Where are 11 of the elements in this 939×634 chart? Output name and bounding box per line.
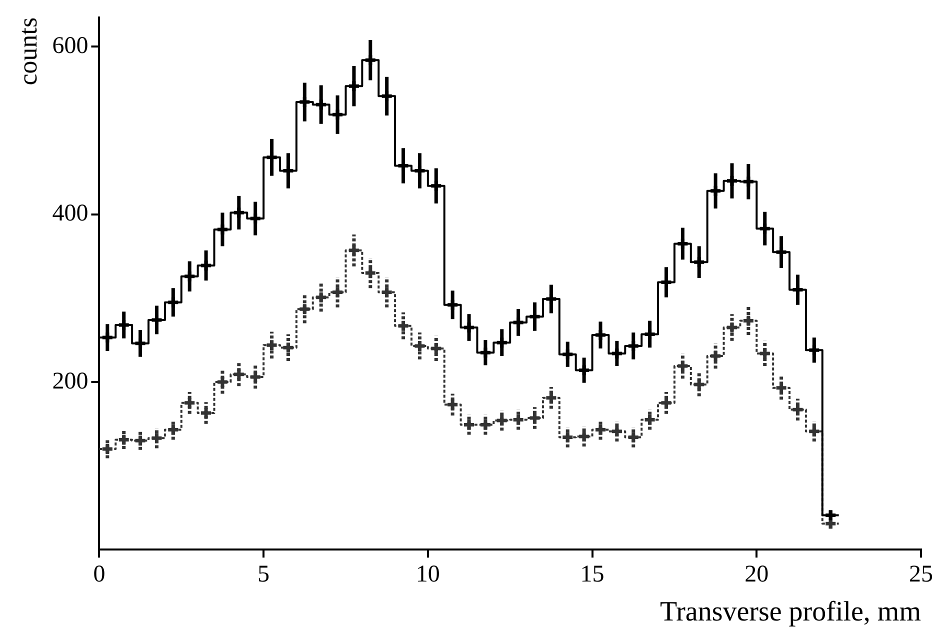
y-axis-title: counts bbox=[13, 17, 42, 86]
y-tick-label: 400 bbox=[52, 200, 88, 227]
x-tick-label: 10 bbox=[416, 561, 440, 588]
x-tick-label: 5 bbox=[258, 561, 270, 588]
x-tick-label: 20 bbox=[744, 561, 769, 588]
x-tick-label: 25 bbox=[909, 561, 933, 588]
y-tick-label: 600 bbox=[52, 33, 88, 60]
x-tick-label: 15 bbox=[580, 561, 604, 588]
x-tick-label: 0 bbox=[93, 561, 106, 588]
x-axis-title: Transverse profile, mm bbox=[660, 596, 922, 628]
y-tick-label: 200 bbox=[52, 368, 88, 394]
